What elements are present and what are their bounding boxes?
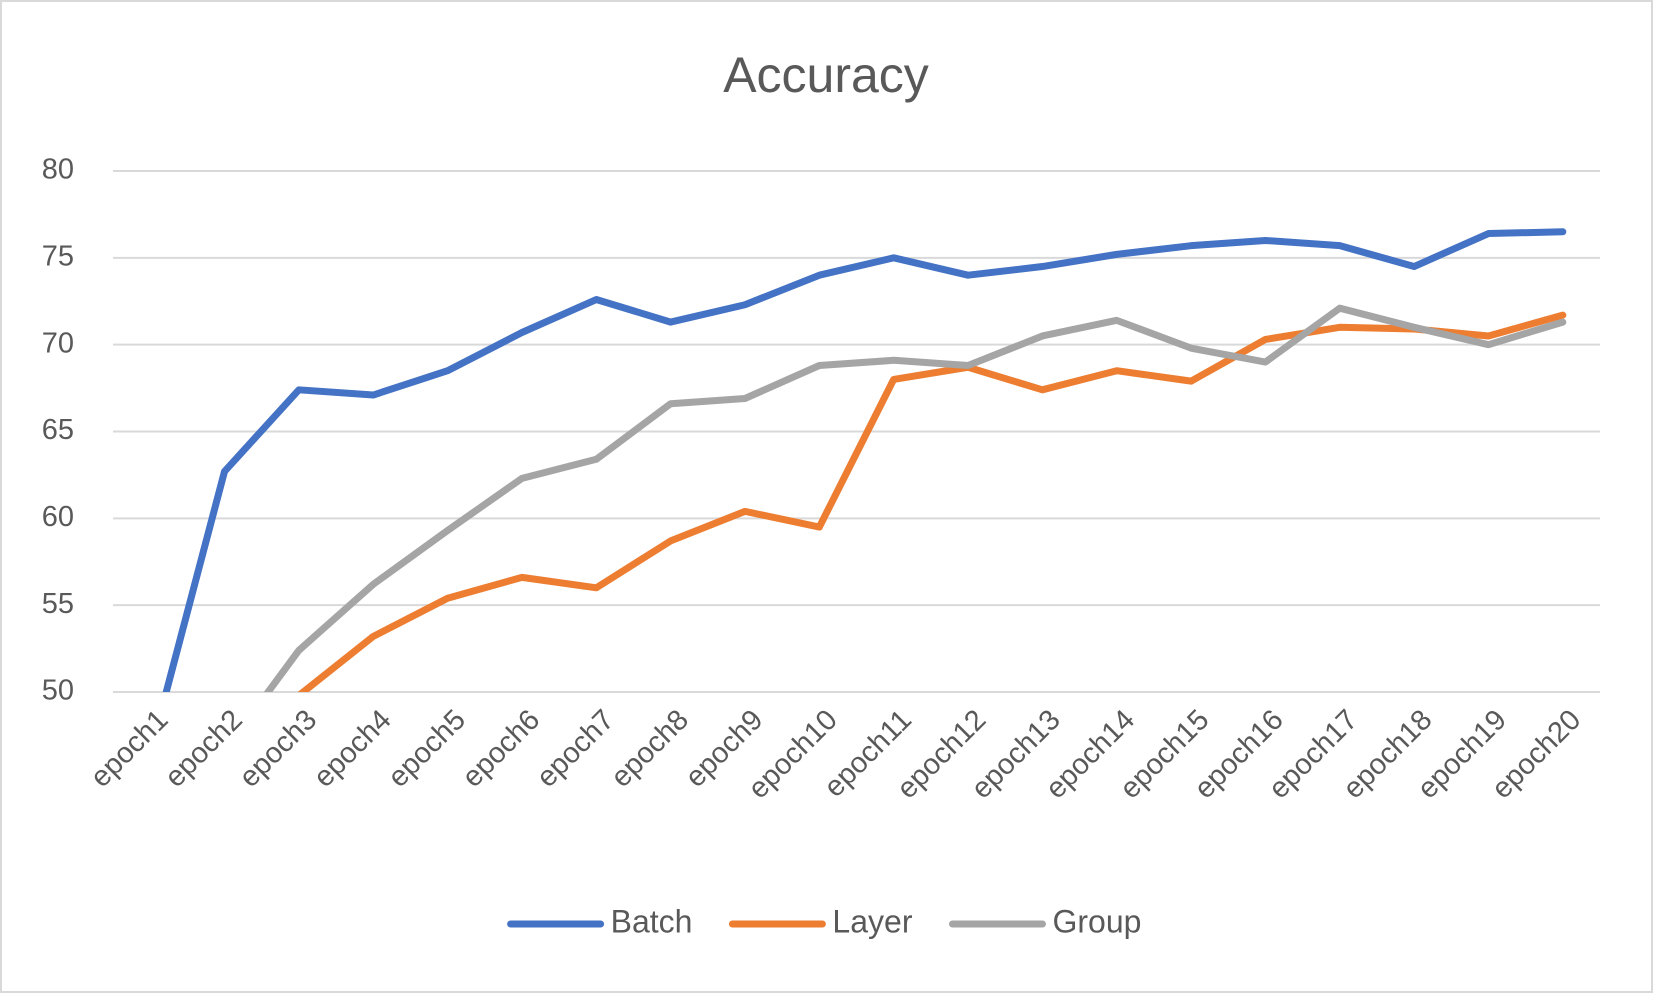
legend-item: Batch	[507, 903, 693, 939]
y-tick-label: 60	[42, 501, 74, 533]
y-tick-label: 65	[42, 414, 74, 446]
legend-item: Layer	[728, 903, 913, 939]
legend-label: Layer	[832, 903, 912, 939]
y-tick-label: 75	[42, 240, 74, 272]
legend-item: Group	[948, 903, 1141, 939]
y-tick-label: 70	[42, 327, 74, 359]
y-tick-label: 50	[42, 675, 74, 707]
series-line	[263, 304, 1567, 692]
series-line	[297, 311, 1567, 692]
chart-title: Accuracy	[723, 47, 929, 103]
legend-label: Batch	[611, 903, 693, 939]
series-line	[162, 228, 1567, 692]
legend-label: Group	[1052, 903, 1141, 939]
y-tick-label: 55	[42, 588, 74, 620]
y-tick-label: 80	[42, 154, 74, 186]
